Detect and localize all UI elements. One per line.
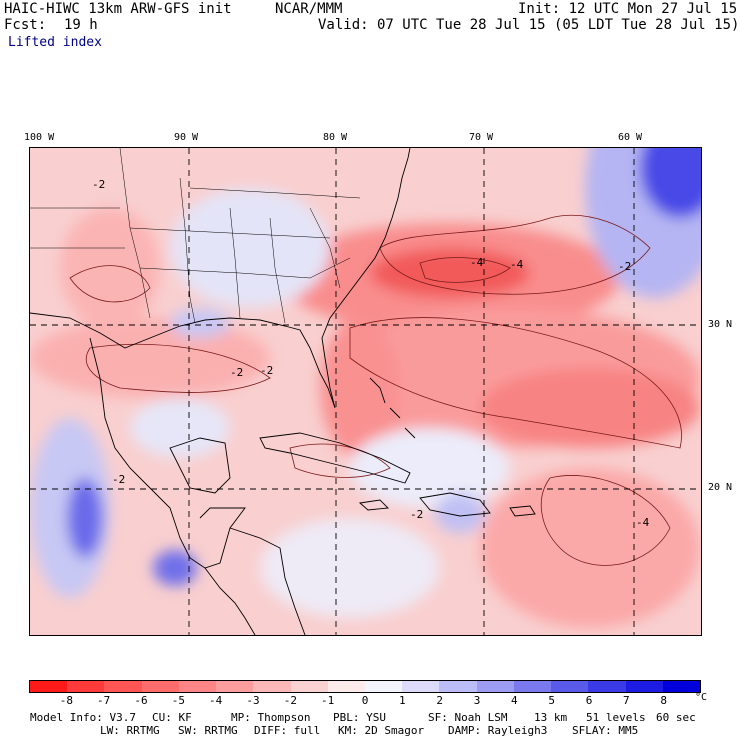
lat-label-30n: 30 N — [708, 319, 733, 330]
color-scale-tick-label: -3 — [246, 694, 260, 707]
lat-lon-grid — [30, 148, 701, 635]
cu-scheme: CU: KF — [152, 711, 192, 724]
color-scale-cell — [588, 681, 626, 692]
forecast-hour: 19 h — [64, 17, 98, 33]
contour-label: -2 — [260, 364, 273, 377]
color-scale-cell — [178, 681, 217, 692]
unit-label: °C — [694, 692, 708, 703]
color-scale-cell — [253, 681, 291, 692]
contour-label: -2 — [410, 508, 423, 521]
map-canvas: -2 -2 -2 -2 -2 -4 -4 -4 -2 — [30, 148, 701, 635]
color-scale-tick-label: -6 — [134, 694, 148, 707]
resolution: 13 km — [534, 711, 568, 724]
color-scale-bar — [29, 680, 701, 693]
color-scale-tick-label: -8 — [59, 694, 73, 707]
color-scale-cell — [662, 681, 700, 692]
color-scale-tick-label: -4 — [209, 694, 223, 707]
state-borders — [30, 148, 361, 324]
color-scale-cell — [67, 681, 105, 692]
valid-time: Valid: 07 UTC Tue 28 Jul 15 (05 LDT Tue … — [318, 17, 740, 33]
color-scale-tick-label: -5 — [171, 694, 185, 707]
color-scale-tick-label: 8 — [660, 694, 667, 707]
vertical-levels: 51 levels — [586, 711, 646, 724]
contour-label: -2 — [112, 473, 125, 486]
contour-label: -4 — [510, 258, 524, 271]
contour-label: -2 — [618, 260, 631, 273]
color-scale-tick-label: -7 — [97, 694, 111, 707]
lon-label-90w: 90 W — [174, 132, 199, 143]
contour-value-labels: -2 -2 -2 -2 -2 -4 -4 -4 -2 — [92, 178, 650, 529]
mp-scheme: MP: Thompson — [231, 711, 311, 724]
center-label: NCAR/MMM — [275, 1, 343, 17]
contour-label: -4 — [470, 256, 484, 269]
color-scale-cell — [141, 681, 179, 692]
color-scale-cell — [402, 681, 440, 692]
lon-label-70w: 70 W — [469, 132, 494, 143]
color-scale-tick-label: 6 — [585, 694, 593, 707]
color-scale-cell — [327, 681, 365, 692]
color-scale-tick-label: 1 — [399, 694, 406, 707]
model-info: Model Info: V3.7 — [30, 711, 136, 724]
pbl-scheme: PBL: YSU — [333, 711, 386, 724]
color-scale-cell — [513, 681, 552, 692]
forecast-label: Fcst: — [4, 17, 47, 33]
color-scale-cell — [551, 681, 589, 692]
contour-label: -4 — [636, 516, 650, 529]
lw-scheme: LW: RRTMG — [100, 724, 160, 737]
color-scale-tick-label: 2 — [436, 694, 443, 707]
damping: DAMP: Rayleigh3 — [448, 724, 548, 737]
lon-label-60w: 60 W — [618, 132, 643, 143]
contour-label: -2 — [92, 178, 105, 191]
sw-scheme: SW: RRTMG — [178, 724, 238, 737]
color-scale-tick-label: -2 — [283, 694, 297, 707]
color-scale-cell — [104, 681, 142, 692]
lifted-index-map: -2 -2 -2 -2 -2 -4 -4 -4 -2 — [29, 147, 702, 636]
color-scale-tick-label: 7 — [623, 694, 630, 707]
color-scale-tick-label: 4 — [511, 694, 518, 707]
contour-label: -2 — [230, 366, 243, 379]
time-step: 60 sec — [656, 711, 696, 724]
color-scale-tick-label: 0 — [361, 694, 369, 707]
surface-layer: SFLAY: MM5 — [572, 724, 639, 737]
color-scale-tick-label: 5 — [548, 694, 555, 707]
init-time: Init: 12 UTC Mon 27 Jul 15 — [518, 1, 738, 17]
field-name: Lifted index — [8, 35, 102, 50]
color-scale-cell — [476, 681, 514, 692]
color-scale-cell — [290, 681, 328, 692]
color-scale-cell — [30, 681, 68, 692]
lat-label-20n: 20 N — [708, 482, 733, 493]
diffusion: DIFF: full — [254, 724, 321, 737]
model-title: HAIC-HIWC 13km ARW-GFS init — [4, 1, 232, 17]
lon-label-80w: 80 W — [323, 132, 348, 143]
color-scale-tick-label: 3 — [473, 694, 481, 707]
color-scale-cell — [216, 681, 254, 692]
coastlines — [30, 148, 536, 635]
sf-scheme: SF: Noah LSM — [428, 711, 508, 724]
color-scale-cell — [364, 681, 403, 692]
contour-lines — [69, 214, 682, 566]
color-scale-tick-label: -1 — [321, 694, 335, 707]
color-scale-cell — [625, 681, 663, 692]
field-shading — [30, 148, 701, 628]
km-scheme: KM: 2D Smagor — [338, 724, 425, 737]
color-scale-cell — [439, 681, 477, 692]
lon-label-100w: 100 W — [24, 132, 55, 143]
